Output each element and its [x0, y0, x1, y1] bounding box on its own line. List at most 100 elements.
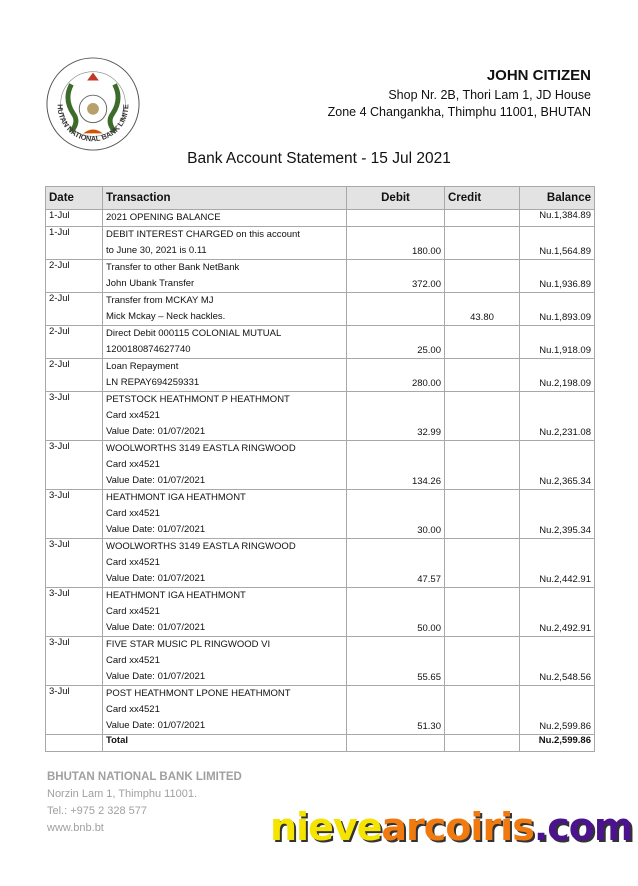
debit-cell: 134.26 [346, 440, 445, 490]
transaction-line: Loan Repayment [106, 361, 179, 372]
total-credit-cell [444, 734, 520, 752]
transaction-line: Mick Mckay – Neck hackles. [106, 311, 226, 322]
credit-cell [444, 489, 520, 539]
footer-web[interactable]: www.bnb.bt [47, 822, 104, 834]
transaction-cell: Direct Debit 000115 COLONIAL MUTUAL 12001… [102, 325, 347, 359]
bank-seal-logo: BHUTAN NATIONAL BANK LIMITED [44, 55, 140, 151]
header-balance: Balance [519, 186, 595, 210]
debit-cell: 50.00 [346, 587, 445, 637]
transaction-cell: WOOLWORTHS 3149 EASTLA RINGWOOD Card xx45… [102, 440, 347, 490]
account-holder: JOHN CITIZEN Shop Nr. 2B, Thori Lam 1, J… [328, 67, 591, 121]
table-row: 2-Jul Loan Repayment LN REPAY694259331 280.… [45, 358, 595, 392]
debit-cell: 47.57 [346, 538, 445, 588]
credit-cell [444, 209, 520, 227]
table-row: 1-Jul DEBIT INTEREST CHARGED on this acco… [45, 226, 595, 260]
total-label: Total [102, 734, 347, 752]
debit-cell [346, 292, 445, 326]
credit-cell [444, 325, 520, 359]
transaction-cell: FIVE STAR MUSIC PL RINGWOOD VI Card xx452… [102, 636, 347, 686]
balance-cell: Nu.2,395.34 [519, 489, 595, 539]
transaction-line: Card xx4521 [106, 508, 160, 519]
transaction-cell: DEBIT INTEREST CHARGED on this account to… [102, 226, 347, 260]
transaction-line: 2021 OPENING BALANCE [106, 212, 221, 223]
credit-cell [444, 587, 520, 637]
transaction-line: Value Date: 01/07/2021 [106, 524, 206, 535]
transaction-line: HEATHMONT IGA HEATHMONT [106, 590, 246, 601]
balance-cell: Nu.1,893.09 [519, 292, 595, 326]
balance-cell: Nu.2,599.86 [519, 685, 595, 735]
transaction-line: Card xx4521 [106, 557, 160, 568]
transaction-line: WOOLWORTHS 3149 EASTLA RINGWOOD [106, 541, 296, 552]
transaction-cell: WOOLWORTHS 3149 EASTLA RINGWOOD Card xx45… [102, 538, 347, 588]
transaction-line: DEBIT INTEREST CHARGED on this account [106, 229, 300, 240]
header-credit: Credit [444, 186, 520, 210]
credit-cell [444, 391, 520, 441]
credit-cell [444, 440, 520, 490]
transaction-line: Card xx4521 [106, 459, 160, 470]
date-cell: 3-Jul [45, 685, 103, 735]
credit-cell [444, 259, 520, 293]
date-cell: 3-Jul [45, 391, 103, 441]
watermark-part: nieve [270, 805, 382, 849]
date-cell: 3-Jul [45, 538, 103, 588]
transaction-line: to June 30, 2021 is 0.11 [106, 245, 207, 256]
transaction-cell: Loan Repayment LN REPAY694259331 [102, 358, 347, 392]
transaction-cell: Transfer to other Bank NetBank John Ubank… [102, 259, 347, 293]
balance-cell: Nu.2,198.09 [519, 358, 595, 392]
transaction-line: Card xx4521 [106, 606, 160, 617]
transaction-cell: Transfer from MCKAY MJ Mick Mckay – Neck … [102, 292, 347, 326]
balance-cell: Nu.2,365.34 [519, 440, 595, 490]
credit-cell: 43.80 [444, 292, 520, 326]
transaction-line: Value Date: 01/07/2021 [106, 720, 206, 731]
table-row: 2-Jul Direct Debit 000115 COLONIAL MUTUAL… [45, 325, 595, 359]
date-cell: 2-Jul [45, 325, 103, 359]
account-name: JOHN CITIZEN [486, 67, 591, 84]
debit-cell: 55.65 [346, 636, 445, 686]
transaction-line: WOOLWORTHS 3149 EASTLA RINGWOOD [106, 443, 296, 454]
footer-address: Norzin Lam 1, Thimphu 11001. [47, 788, 198, 800]
credit-cell [444, 685, 520, 735]
transaction-line: Card xx4521 [106, 410, 160, 421]
transaction-line: Value Date: 01/07/2021 [106, 475, 206, 486]
balance-cell: Nu.2,442.91 [519, 538, 595, 588]
table-row: 2-Jul Transfer from MCKAY MJ Mick Mckay – … [45, 292, 595, 326]
header-debit: Debit [346, 186, 445, 210]
balance-cell: Nu.1,384.89 [519, 209, 595, 227]
transaction-line: Card xx4521 [106, 655, 160, 666]
transaction-cell: HEATHMONT IGA HEATHMONT Card xx4521 Value … [102, 489, 347, 539]
transaction-line: Transfer to other Bank NetBank [106, 262, 240, 273]
table-row: 3-Jul HEATHMONT IGA HEATHMONT Card xx4521 V… [45, 587, 595, 637]
transaction-line: 1200180874627740 [106, 344, 191, 355]
transaction-line: HEATHMONT IGA HEATHMONT [106, 492, 246, 503]
total-row: Total Nu.2,599.86 [45, 734, 595, 752]
balance-cell: Nu.2,548.56 [519, 636, 595, 686]
transaction-line: PETSTOCK HEATHMONT P HEATHMONT [106, 394, 290, 405]
header-transaction: Transaction [102, 186, 347, 210]
transaction-cell: 2021 OPENING BALANCE [102, 209, 347, 227]
debit-cell: 25.00 [346, 325, 445, 359]
transaction-line: John Ubank Transfer [106, 278, 195, 289]
balance-cell: Nu.1,918.09 [519, 325, 595, 359]
debit-cell: 51.30 [346, 685, 445, 735]
table-row: 3-Jul PETSTOCK HEATHMONT P HEATHMONT Card … [45, 391, 595, 441]
total-date-cell [45, 734, 103, 752]
debit-cell [346, 209, 445, 227]
table-row: 3-Jul POST HEATHMONT LPONE HEATHMONT Card … [45, 685, 595, 735]
watermark-part: arcoiris [381, 805, 534, 849]
footer-tel: Tel.: +975 2 328 577 [47, 805, 147, 817]
transaction-cell: POST HEATHMONT LPONE HEATHMONT Card xx452… [102, 685, 347, 735]
transaction-line: Card xx4521 [106, 704, 160, 715]
transaction-line: Value Date: 01/07/2021 [106, 622, 206, 633]
transaction-line: Transfer from MCKAY MJ [106, 295, 214, 306]
date-cell: 3-Jul [45, 440, 103, 490]
date-cell: 1-Jul [45, 209, 103, 227]
date-cell: 2-Jul [45, 292, 103, 326]
total-debit-cell [346, 734, 445, 752]
transaction-line: LN REPAY694259331 [106, 377, 200, 388]
balance-cell: Nu.2,492.91 [519, 587, 595, 637]
transaction-line: POST HEATHMONT LPONE HEATHMONT [106, 688, 291, 699]
credit-cell [444, 538, 520, 588]
debit-cell: 30.00 [346, 489, 445, 539]
balance-cell: Nu.1,564.89 [519, 226, 595, 260]
table-row: 2-Jul Transfer to other Bank NetBank John … [45, 259, 595, 293]
